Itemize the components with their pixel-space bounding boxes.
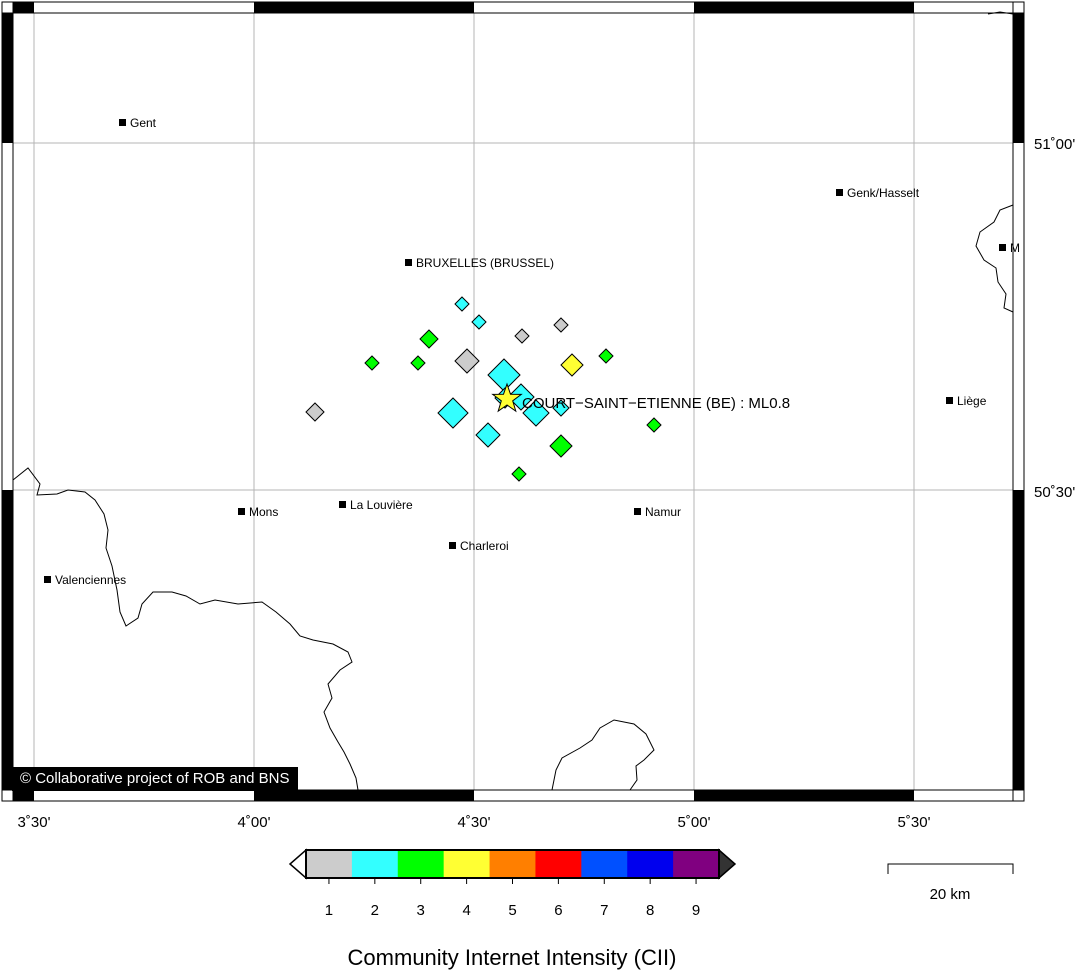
legend-tick-label: 6 [554,902,562,919]
country-borders [12,11,1014,791]
legend-swatch [489,850,536,878]
scale-bar: 20 km [887,863,1014,903]
legend-swatch [443,850,491,878]
frame-corners [1,1,1025,802]
legend-tick-label: 2 [371,902,379,919]
graticule [13,13,1013,790]
legend-left-arrow-icon [288,848,307,880]
lon-label: 5˚30' [898,814,931,831]
legend-swatch [351,850,399,878]
city: Gent [119,116,157,130]
longitude-labels: 3˚30' 4˚00' 4˚30' 5˚00' 5˚30' [18,814,931,831]
intensity-marker [553,317,569,333]
copyright-label: © Collaborative project of ROB and BNS [12,767,298,791]
city: BRUXELLES (BRUSSEL) [405,256,554,270]
city: La Louvière [339,498,413,512]
city: Namur [634,505,681,519]
legend-tick-label: 9 [692,902,700,919]
event-label: COURT−SAINT−ETIENNE (BE) : ML0.8 [522,395,790,412]
city-square-icon [449,542,456,549]
city-name: Namur [645,505,681,519]
city-square-icon [405,259,412,266]
lon-label: 5˚00' [678,814,711,831]
map-frame [12,12,1014,791]
city-square-icon [238,508,245,515]
city-name: Valenciennes [55,573,126,587]
city-square-icon [946,397,953,404]
intensity-marker [419,329,439,349]
latitude-labels: 51˚00' 50˚30' [1034,136,1075,501]
city-name: BRUXELLES (BRUSSEL) [416,256,554,270]
intensity-marker [305,402,325,422]
lon-label: 4˚30' [458,814,491,831]
intensity-marker [454,296,470,312]
lat-label: 50˚30' [1034,484,1075,501]
intensity-markers [305,296,662,482]
legend-swatch [581,850,628,878]
intensity-marker [471,314,487,330]
intensity-marker [552,399,570,417]
intensity-marker [475,422,501,448]
lon-label: 4˚00' [238,814,271,831]
intensity-legend: 1 2 3 4 5 6 7 8 9 Community Internet Intensity (… [288,848,737,970]
city: Valenciennes [44,573,126,587]
city-name: M [1010,241,1020,255]
intensity-marker [437,397,469,429]
legend-swatch [535,850,582,878]
city: Genk/Hasselt [836,186,920,200]
city: Liège [946,394,987,408]
intensity-marker [454,348,480,374]
lon-label: 3˚30' [18,814,51,831]
city-name: Mons [249,505,278,519]
city-name: Liège [957,394,987,408]
legend-swatch [673,850,720,878]
intensity-marker [511,466,527,482]
intensity-marker [522,399,550,427]
city-name: Charleroi [460,539,509,553]
legend-right-arrow-icon [718,848,737,880]
legend-tick-label: 8 [646,902,654,919]
legend-tick-label: 1 [325,902,333,919]
legend-tick-label: 4 [462,902,470,919]
epicenter-star-icon [491,382,523,413]
legend-tick-label: 7 [600,902,608,919]
legend-tick-label: 3 [417,902,425,919]
city-name: La Louvière [350,498,413,512]
intensity-marker [549,434,573,458]
intensity-marker [560,353,584,377]
scale-bar-label: 20 km [930,886,971,903]
city-square-icon [119,119,126,126]
city-name: Genk/Hasselt [847,186,920,200]
intensity-marker [410,355,426,371]
frame-band-segments [2,2,1024,801]
frame-border [1,1,1025,802]
city-markers: Gent Genk/Hasselt BRUXELLES (BRUSSEL) Liège… [44,116,1020,587]
intensity-marker [646,417,662,433]
city-square-icon [339,501,346,508]
city-square-icon [999,244,1006,251]
city: Mons [238,505,278,519]
city-name: Gent [130,116,157,130]
legend-swatch [627,850,674,878]
city: M [999,241,1020,255]
city: Charleroi [449,539,509,553]
legend-swatch [397,850,445,878]
city-square-icon [836,189,843,196]
city-square-icon [634,508,641,515]
legend-title: Community Internet Intensity (CII) [348,945,677,970]
intensity-marker [514,328,530,344]
city-square-icon [44,576,51,583]
intensity-marker [507,383,535,411]
intensity-marker [364,355,380,371]
lat-label: 51˚00' [1034,136,1075,153]
intensity-marker [598,348,614,364]
legend-tick-label: 5 [508,902,516,919]
legend-swatch [306,850,353,878]
